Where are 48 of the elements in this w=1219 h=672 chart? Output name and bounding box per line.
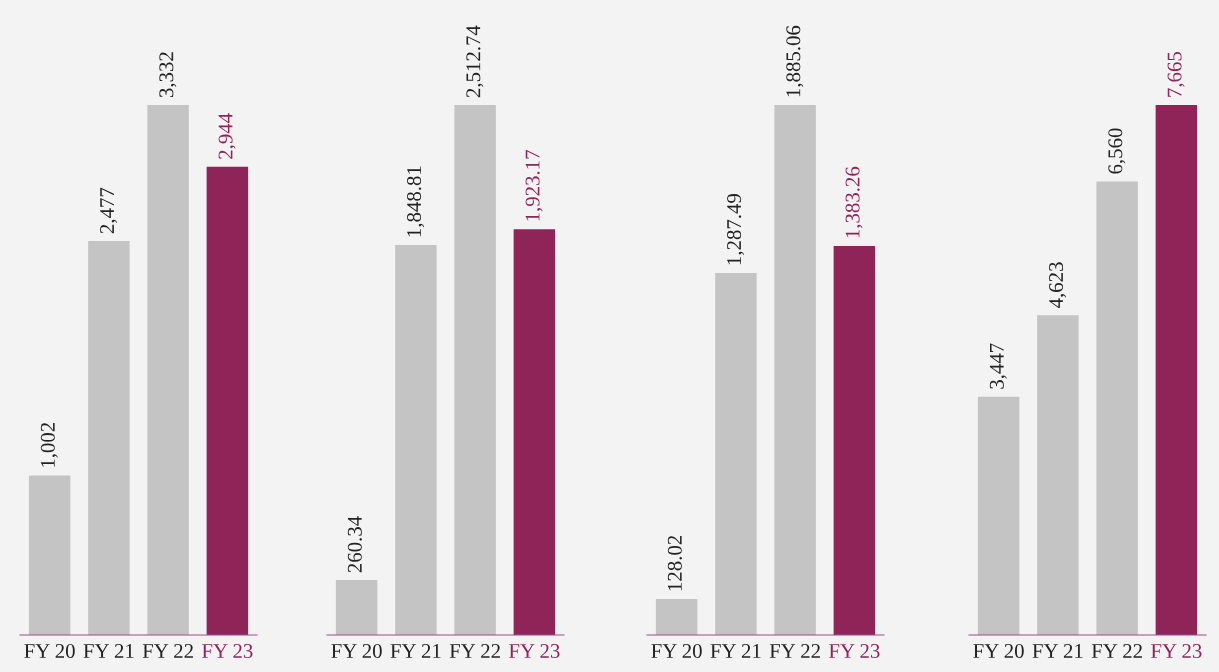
bar: [28, 475, 71, 635]
data-label: 1,848.81: [407, 166, 425, 237]
bar: [206, 166, 249, 635]
bar: [774, 105, 816, 635]
x-tick-label: FY 21: [710, 643, 761, 658]
x-tick-label: FY 20: [24, 643, 75, 658]
data-label: 1,002: [40, 422, 58, 467]
x-tick-label: FY 22: [769, 643, 820, 658]
data-label: 2,512.74: [466, 25, 484, 98]
bar: [833, 246, 876, 635]
x-tick-label: FY 21: [390, 643, 441, 658]
x-tick-label: FY 23: [509, 643, 560, 658]
bar: [1155, 105, 1198, 635]
x-tick-label: FY 21: [1032, 643, 1083, 658]
data-label: 1,287.49: [727, 194, 745, 265]
x-tick-label: FY 20: [973, 643, 1024, 658]
bar: [454, 105, 496, 635]
bar: [513, 229, 556, 635]
data-label: 3,447: [989, 343, 1007, 389]
bar: [655, 599, 698, 635]
x-tick-label: FY 21: [83, 643, 134, 658]
x-tick-label: FY 23: [1151, 643, 1202, 658]
x-tick-label: FY 20: [331, 643, 382, 658]
bar: [395, 245, 437, 635]
x-tick-label: FY 23: [202, 643, 253, 658]
x-tick-label: FY 22: [142, 643, 193, 658]
bar: [1037, 315, 1079, 635]
data-label: 128.02: [667, 535, 682, 591]
bar: [715, 273, 757, 635]
x-tick-label: FY 20: [651, 643, 702, 658]
x-tick-label: FY 22: [1091, 643, 1142, 658]
data-label: 3,332: [159, 52, 177, 98]
data-label: 2,477: [100, 187, 118, 234]
data-label: 2,944: [218, 113, 236, 159]
bar: [977, 396, 1020, 635]
bar: [88, 241, 130, 635]
x-tick-label: FY 22: [449, 643, 500, 658]
data-label: 1,383.26: [845, 166, 863, 238]
data-label: 1,885.06: [786, 25, 804, 97]
data-label: 7,665: [1167, 51, 1185, 97]
bar: [1096, 181, 1138, 635]
data-label: 6,560: [1108, 128, 1126, 174]
data-label: 1,923.17: [525, 150, 543, 221]
x-tick-label: FY 23: [829, 643, 880, 658]
bar: [147, 105, 189, 635]
data-label: 260.34: [347, 516, 362, 573]
bar: [335, 580, 378, 635]
data-label: 4,623: [1049, 262, 1067, 308]
